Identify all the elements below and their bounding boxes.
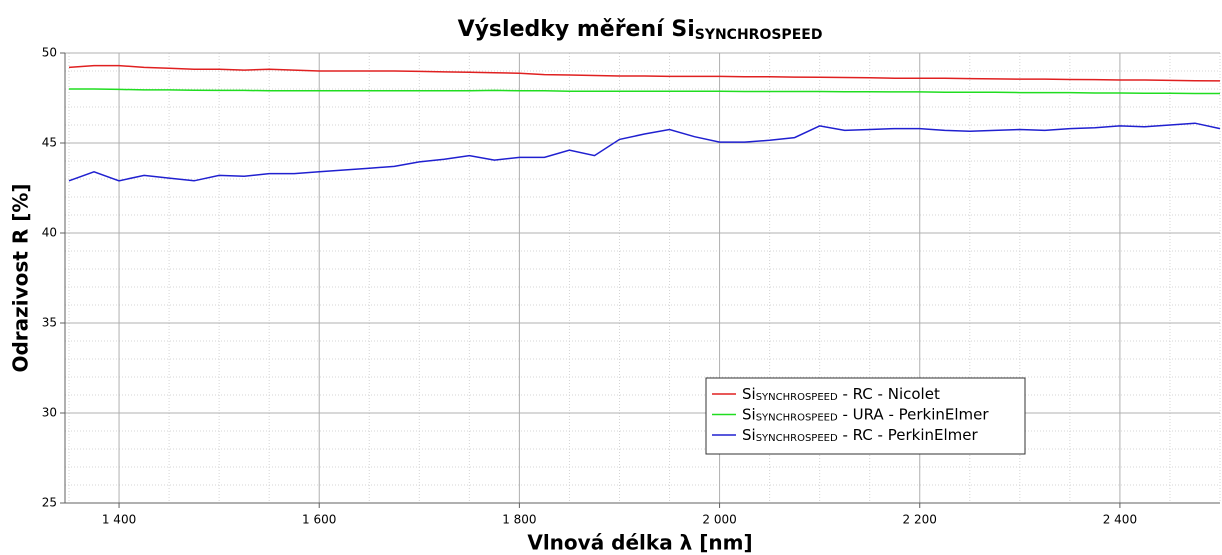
legend: SiSYNCHROSPEED - RC - NicoletSiSYNCHROSP…	[705, 377, 1026, 455]
legend-label: SiSYNCHROSPEED - URA - PerkinElmer	[742, 405, 989, 424]
x-axis-label: Vlnová délka λ [nm]	[527, 531, 752, 555]
chart-title: Výsledky měření SiSYNCHROSPEED	[458, 17, 823, 43]
legend-box	[705, 377, 1026, 455]
legend-base: Si	[742, 385, 756, 403]
y-tick-label: 50	[42, 46, 57, 60]
x-tick-label: 2 200	[903, 513, 937, 527]
legend-label: SiSYNCHROSPEED - RC - Nicolet	[742, 385, 940, 404]
x-tick-label: 2 000	[702, 513, 736, 527]
legend-base: Si	[742, 426, 756, 444]
legend-base: Si	[742, 405, 756, 423]
y-tick-label: 40	[42, 226, 57, 240]
x-tick-label: 1 600	[302, 513, 336, 527]
legend-label: SiSYNCHROSPEED - RC - PerkinElmer	[742, 426, 978, 445]
y-tick-label: 30	[42, 406, 57, 420]
legend-suffix: - RC - PerkinElmer	[838, 426, 979, 444]
legend-sub: SYNCHROSPEED	[756, 433, 838, 444]
legend-sub: SYNCHROSPEED	[756, 413, 838, 424]
y-axis-label: Odrazivost R [%]	[9, 183, 33, 372]
x-tick-label: 1 800	[502, 513, 536, 527]
legend-suffix: - RC - Nicolet	[838, 385, 940, 403]
y-tick-label: 25	[42, 496, 57, 510]
series-line	[68, 64, 1221, 82]
series-line	[68, 122, 1221, 182]
y-tick-label: 45	[42, 136, 57, 150]
x-tick-label: 1 400	[102, 513, 136, 527]
series-line	[69, 88, 1220, 95]
legend-suffix: - URA - PerkinElmer	[838, 405, 990, 423]
title-text: Výsledky měření Si	[458, 17, 695, 42]
y-tick-label: 35	[42, 316, 57, 330]
title-sub: SYNCHROSPEED	[695, 27, 823, 43]
legend-sub: SYNCHROSPEED	[756, 392, 838, 403]
x-tick-label: 2 400	[1103, 513, 1137, 527]
